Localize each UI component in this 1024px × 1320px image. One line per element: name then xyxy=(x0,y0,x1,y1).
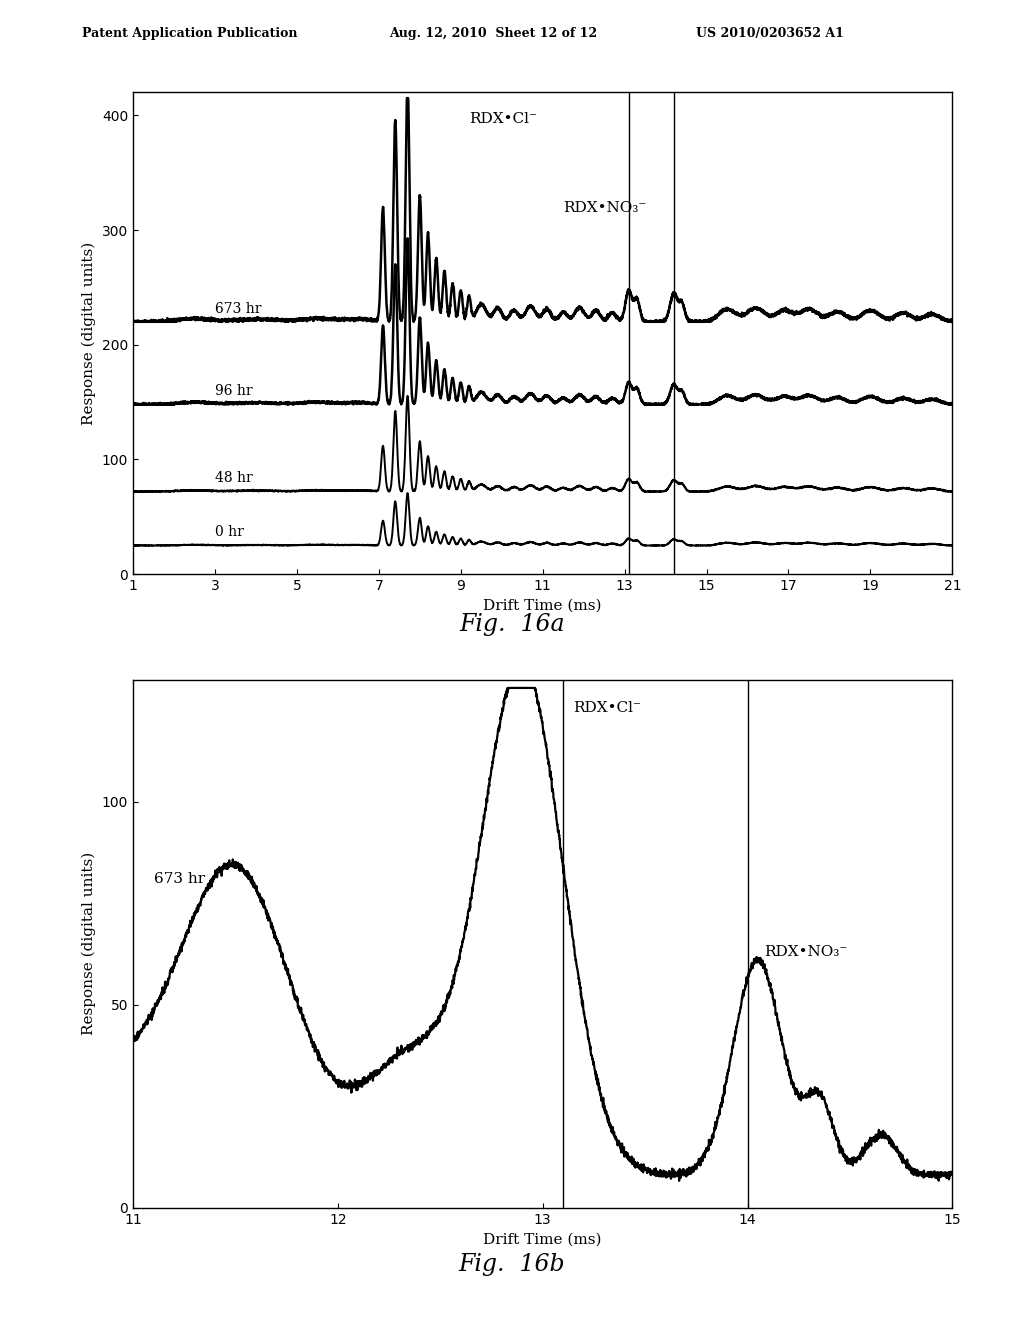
Text: 96 hr: 96 hr xyxy=(215,384,253,399)
Text: 673 hr: 673 hr xyxy=(215,302,261,315)
Text: RDX•NO₃⁻: RDX•NO₃⁻ xyxy=(563,201,646,215)
Text: Fig.  16b: Fig. 16b xyxy=(459,1253,565,1276)
Text: 48 hr: 48 hr xyxy=(215,471,253,486)
X-axis label: Drift Time (ms): Drift Time (ms) xyxy=(483,1232,602,1246)
X-axis label: Drift Time (ms): Drift Time (ms) xyxy=(483,598,602,612)
Y-axis label: Response (digital units): Response (digital units) xyxy=(82,853,96,1035)
Text: RDX•Cl⁻: RDX•Cl⁻ xyxy=(573,701,641,715)
Text: Fig.  16a: Fig. 16a xyxy=(459,612,565,636)
Text: RDX•Cl⁻: RDX•Cl⁻ xyxy=(469,112,537,127)
Y-axis label: Response (digital units): Response (digital units) xyxy=(82,242,96,425)
Text: Aug. 12, 2010  Sheet 12 of 12: Aug. 12, 2010 Sheet 12 of 12 xyxy=(389,26,597,40)
Text: RDX•NO₃⁻: RDX•NO₃⁻ xyxy=(764,945,847,960)
Text: US 2010/0203652 A1: US 2010/0203652 A1 xyxy=(696,26,844,40)
Text: 673 hr: 673 hr xyxy=(154,873,205,886)
Text: 0 hr: 0 hr xyxy=(215,525,244,540)
Text: Patent Application Publication: Patent Application Publication xyxy=(82,26,297,40)
